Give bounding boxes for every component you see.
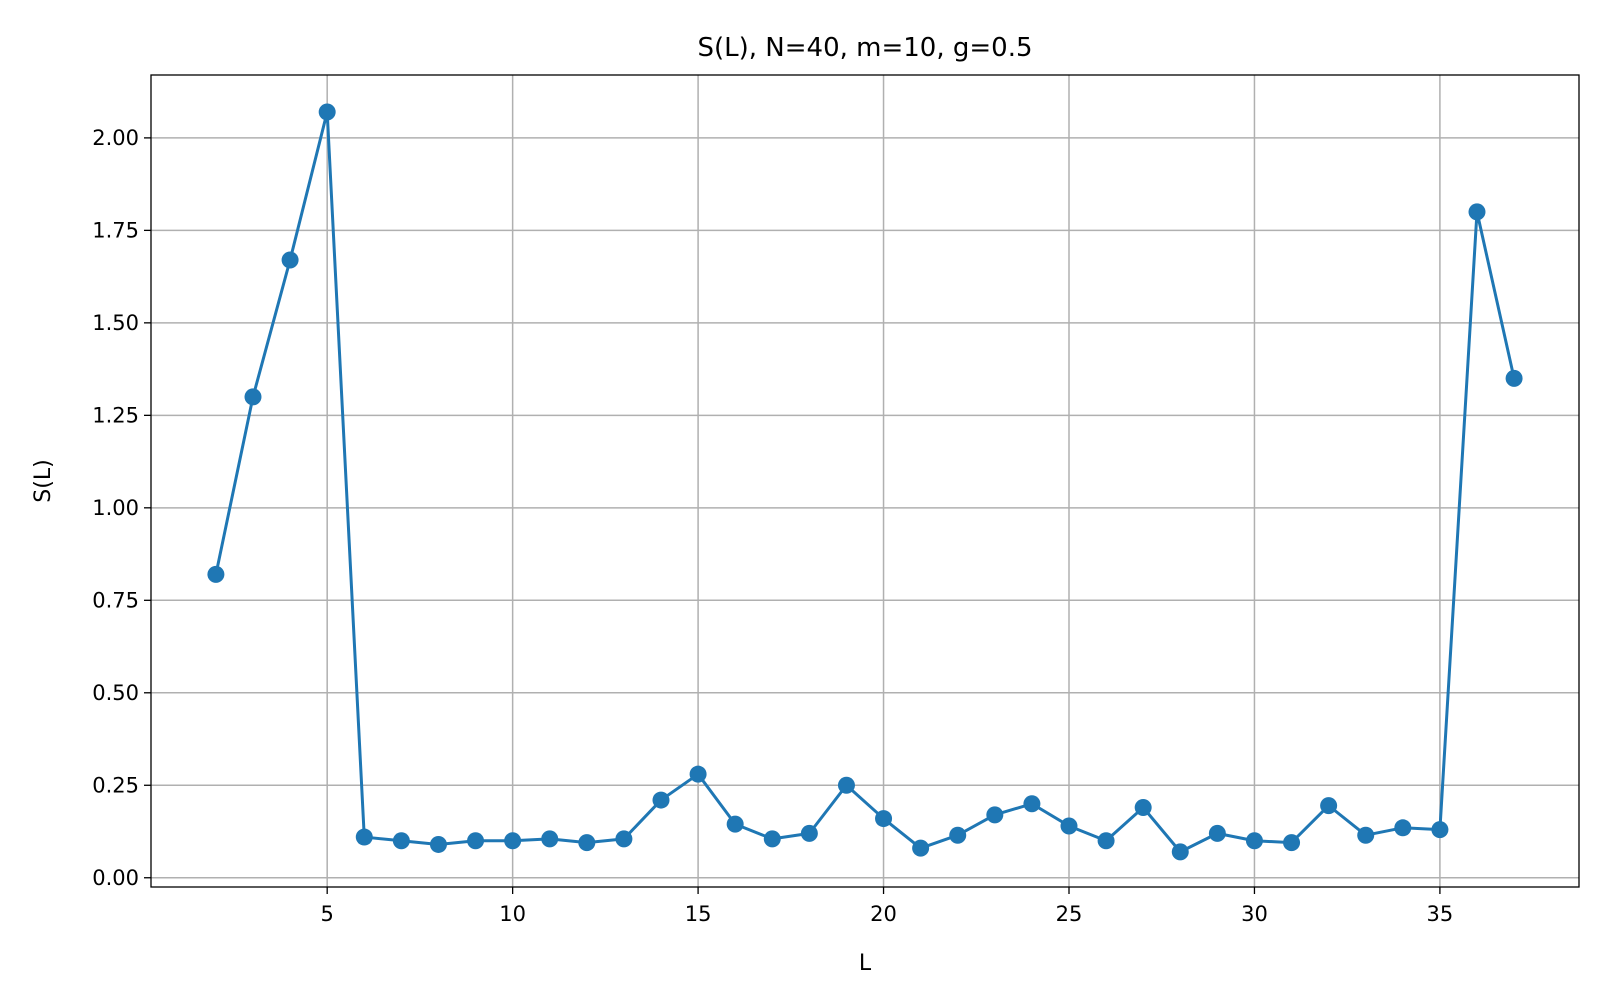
data-point — [1134, 798, 1152, 816]
data-point — [355, 828, 373, 846]
data-point — [1283, 834, 1301, 852]
data-point — [689, 765, 707, 783]
data-point — [875, 810, 893, 828]
x-tick-label: 10 — [499, 902, 526, 926]
data-point — [1245, 832, 1263, 850]
data-point — [1505, 369, 1523, 387]
y-axis: 0.00 0.25 0.50 0.75 1.00 1.25 1.50 1.75 2.00 — [92, 126, 151, 890]
data-point — [1023, 795, 1041, 813]
data-point — [1431, 821, 1449, 839]
x-tick-label: 20 — [870, 902, 897, 926]
data-point — [1171, 843, 1189, 861]
y-tick-label: 1.00 — [92, 496, 139, 520]
chart-title: S(L), N=40, m=10, g=0.5 — [697, 33, 1032, 63]
data-point — [726, 815, 744, 833]
y-tick-label: 1.50 — [92, 311, 139, 335]
data-point — [541, 830, 559, 848]
data-point — [429, 835, 447, 853]
data-point — [1357, 826, 1375, 844]
y-tick-label: 1.25 — [92, 403, 139, 427]
x-tick-label: 30 — [1241, 902, 1268, 926]
data-point — [1097, 832, 1115, 850]
y-tick-label: 0.00 — [92, 866, 139, 890]
data-point — [504, 832, 522, 850]
data-point — [1060, 817, 1078, 835]
data-point — [763, 830, 781, 848]
data-point — [244, 388, 262, 406]
series-layer — [207, 103, 1523, 861]
data-point — [1394, 819, 1412, 837]
grid — [151, 75, 1579, 887]
x-axis: 5 10 15 20 25 30 35 — [320, 887, 1453, 926]
x-tick-label: 35 — [1427, 902, 1454, 926]
y-axis-label: S(L) — [31, 459, 56, 502]
data-point — [837, 776, 855, 794]
data-point — [912, 839, 930, 857]
y-tick-label: 0.75 — [92, 588, 139, 612]
data-point — [578, 834, 596, 852]
data-point — [949, 826, 967, 844]
data-point — [467, 832, 485, 850]
x-axis-label: L — [859, 951, 872, 976]
x-tick-label: 25 — [1056, 902, 1083, 926]
data-point — [281, 251, 299, 269]
x-tick-label: 5 — [320, 902, 333, 926]
y-tick-label: 1.75 — [92, 218, 139, 242]
y-tick-label: 2.00 — [92, 126, 139, 150]
y-tick-label: 0.50 — [92, 681, 139, 705]
data-point — [1208, 824, 1226, 842]
y-tick-label: 0.25 — [92, 773, 139, 797]
data-point — [986, 806, 1004, 824]
data-point — [800, 824, 818, 842]
data-point — [615, 830, 633, 848]
data-point — [392, 832, 410, 850]
data-point — [1320, 797, 1338, 815]
x-tick-label: 15 — [685, 902, 712, 926]
plot-frame — [150, 74, 1580, 888]
data-point — [1468, 203, 1486, 221]
data-point — [652, 791, 670, 809]
data-point — [318, 103, 336, 121]
data-point — [207, 565, 225, 583]
